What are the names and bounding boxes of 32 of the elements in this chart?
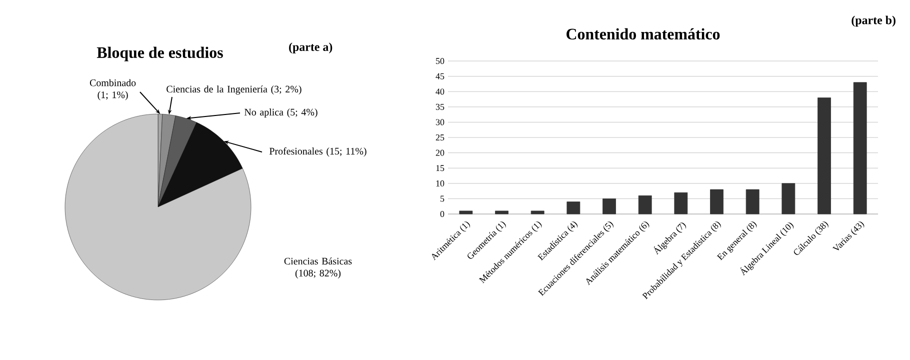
- bar: [818, 98, 831, 214]
- slice-label: Ciencias de la Ingeniería (3; 2%): [166, 85, 302, 95]
- y-tick-label: 40: [436, 88, 444, 95]
- y-tick-label: 20: [436, 150, 444, 156]
- chart-title: Contenido matemático: [566, 28, 720, 40]
- bar: [853, 82, 867, 214]
- y-tick-label: 0: [440, 210, 444, 218]
- slice-label: Profesionales (15; 11%): [269, 147, 366, 157]
- y-tick-label: 45: [436, 73, 444, 80]
- bar: [782, 183, 796, 214]
- y-tick-label: 35: [436, 104, 444, 110]
- y-tick-label: 50: [436, 58, 444, 64]
- slice-label: No aplica (5; 4%): [244, 108, 318, 118]
- y-tick-label: 15: [436, 165, 444, 172]
- text: (parte b): [852, 16, 896, 27]
- y-tick-label: 10: [436, 180, 444, 186]
- bar: [530, 210, 544, 214]
- bar: [710, 189, 724, 214]
- bar: [566, 202, 580, 214]
- y-tick-label: 5: [440, 196, 444, 202]
- y-tick-label: 25: [436, 134, 444, 141]
- bar: [746, 189, 760, 214]
- text: (parte a): [289, 42, 332, 54]
- slice-label: Ciencias Básicas (108; 82%): [284, 257, 352, 279]
- bar: [459, 210, 473, 214]
- bar: [674, 192, 688, 214]
- chart-title: Bloque de estudios: [96, 46, 223, 62]
- slice-label: Combinado (1; 1%): [90, 79, 136, 100]
- bar: [495, 210, 508, 214]
- y-tick-label: 30: [436, 119, 444, 126]
- bar: [602, 198, 616, 214]
- bar: [638, 195, 652, 214]
